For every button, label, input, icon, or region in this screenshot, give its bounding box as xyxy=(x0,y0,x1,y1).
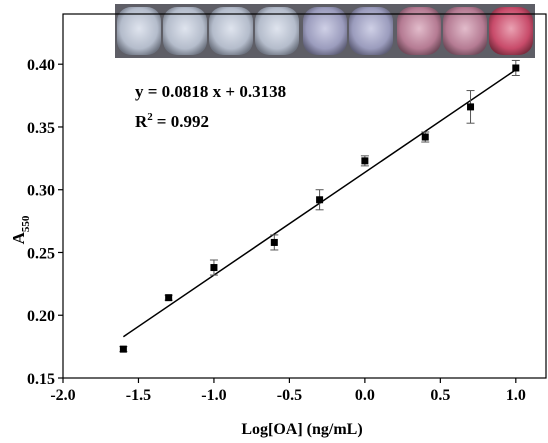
r2-value: = 0.992 xyxy=(157,112,209,131)
x-tick-label: -2.0 xyxy=(50,387,75,404)
x-axis-label: Log[OA] (ng/mL) xyxy=(241,421,362,438)
r2-label: R xyxy=(135,112,148,131)
x-tick-label: -1.5 xyxy=(126,387,151,404)
point xyxy=(210,264,218,272)
point xyxy=(361,157,369,165)
well-photo xyxy=(115,4,535,58)
y-tick-label: 0.20 xyxy=(27,308,55,325)
y-axis-label: A550 xyxy=(9,215,32,244)
y-tick-label: 0.25 xyxy=(27,245,55,262)
plot-frame xyxy=(62,13,547,379)
point xyxy=(119,345,127,353)
x-tick-label: -1.0 xyxy=(201,387,226,404)
x-tick-label: 0.5 xyxy=(430,387,450,404)
point xyxy=(165,294,173,302)
y-label-sub: 550 xyxy=(20,215,32,232)
y-tick-label: 0.30 xyxy=(27,183,55,200)
x-tick-label: 1.0 xyxy=(506,387,526,404)
r2-sup: 2 xyxy=(147,111,153,123)
y-label-main: A xyxy=(9,231,28,244)
equation: y = 0.0818 x + 0.3138 xyxy=(135,82,286,101)
x-tick-label: 0.0 xyxy=(355,387,375,404)
point xyxy=(512,64,520,72)
x-tick-label: -0.5 xyxy=(277,387,302,404)
r-squared: R2 = 0.992 xyxy=(135,111,209,131)
y-tick-label: 0.35 xyxy=(27,120,55,137)
y-tick-label: 0.15 xyxy=(27,371,55,388)
point xyxy=(467,103,475,111)
point xyxy=(421,133,429,141)
point xyxy=(316,196,324,204)
point xyxy=(270,238,278,246)
y-tick-label: 0.40 xyxy=(27,57,55,74)
